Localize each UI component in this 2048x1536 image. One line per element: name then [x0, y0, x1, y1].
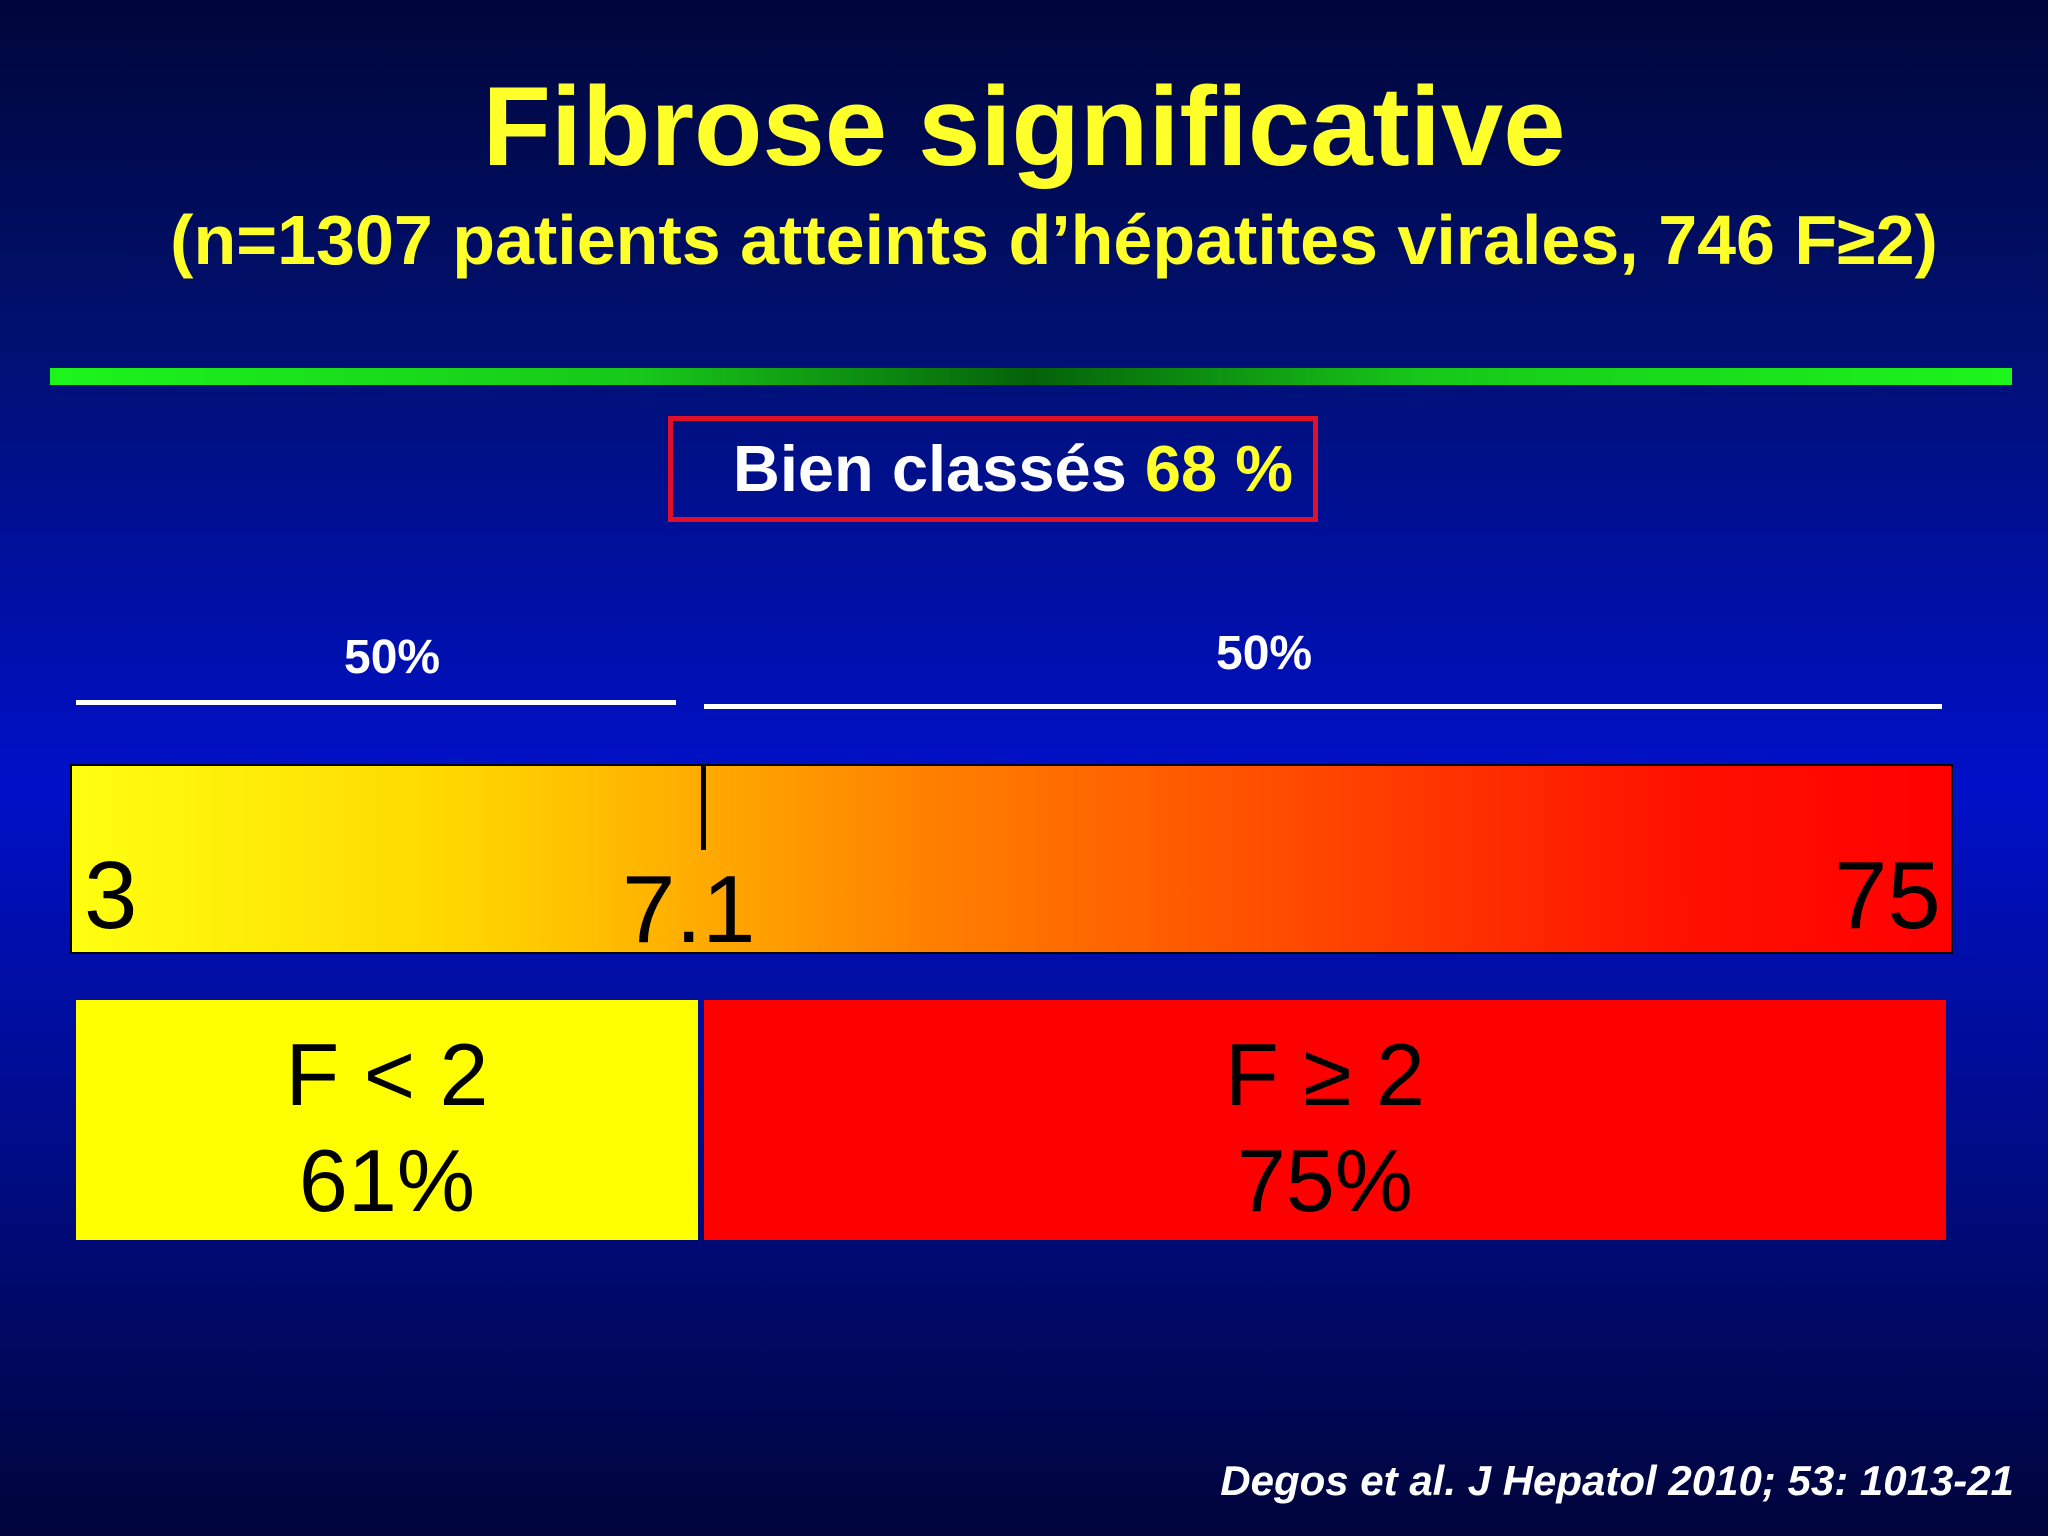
split-rule-left: [76, 700, 676, 705]
classified-box: Bien classés 68 %: [668, 416, 1318, 522]
split-label-right: 50%: [1216, 627, 1313, 680]
group-percent-low: 61%: [298, 1131, 476, 1230]
slide-title: Fibrose significative: [482, 64, 1566, 189]
score-gradient-bar: [70, 764, 1953, 954]
title-divider: [50, 368, 2012, 385]
scale-max: 75: [1834, 842, 1941, 949]
split-rule-right: [704, 704, 1942, 709]
group-percent-high: 75%: [1236, 1131, 1414, 1230]
group-label-low: F < 2: [285, 1025, 489, 1124]
classified-label: Bien classés: [732, 432, 1127, 505]
citation: Degos et al. J Hepatol 2010; 53: 1013-21: [1220, 1457, 2014, 1504]
scale-min: 3: [84, 842, 138, 949]
split-label-left: 50%: [344, 631, 441, 684]
group-label-high: F ≥ 2: [1225, 1025, 1425, 1124]
group-box-high: F ≥ 2 75%: [704, 1000, 1946, 1240]
slide-subtitle: (n=1307 patients atteints d’hépatites vi…: [170, 201, 1938, 279]
cutoff-tick: [701, 764, 706, 850]
classified-value: 68 %: [1144, 432, 1293, 505]
scale-cutoff: 7.1: [622, 856, 756, 963]
group-box-low: F < 2 61%: [76, 1000, 698, 1240]
